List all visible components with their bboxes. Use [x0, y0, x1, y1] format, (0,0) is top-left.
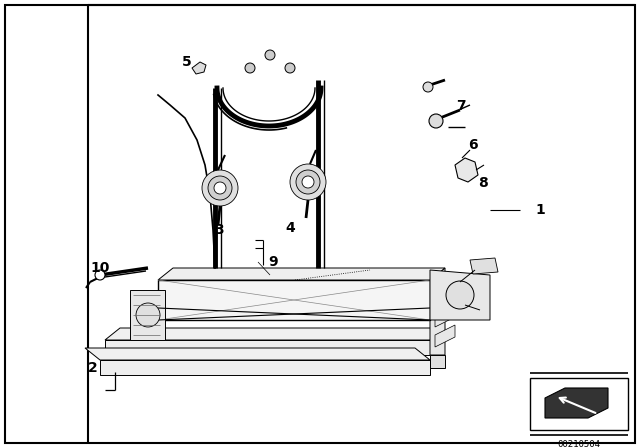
Text: 3: 3 — [214, 223, 223, 237]
Polygon shape — [192, 62, 206, 74]
Polygon shape — [158, 268, 445, 280]
Text: 4: 4 — [285, 221, 295, 235]
Circle shape — [245, 63, 255, 73]
Circle shape — [296, 170, 320, 194]
Polygon shape — [130, 290, 165, 340]
Circle shape — [423, 82, 433, 92]
Polygon shape — [435, 305, 455, 327]
Circle shape — [446, 281, 474, 309]
Polygon shape — [435, 285, 455, 307]
Polygon shape — [430, 355, 445, 368]
Polygon shape — [105, 328, 445, 340]
Text: 1: 1 — [535, 203, 545, 217]
Circle shape — [265, 50, 275, 60]
Polygon shape — [545, 388, 608, 418]
Polygon shape — [85, 348, 430, 360]
Circle shape — [136, 303, 160, 327]
Polygon shape — [470, 258, 498, 274]
Circle shape — [290, 164, 326, 200]
Text: 00210504: 00210504 — [557, 440, 600, 448]
Text: 2: 2 — [88, 361, 98, 375]
Polygon shape — [430, 268, 445, 355]
Polygon shape — [158, 280, 430, 320]
Circle shape — [202, 170, 238, 206]
Text: 9: 9 — [268, 255, 278, 269]
Polygon shape — [158, 308, 445, 320]
Circle shape — [302, 176, 314, 188]
Bar — [530, 378, 628, 430]
Text: 7: 7 — [456, 99, 466, 113]
Polygon shape — [105, 340, 430, 355]
Text: 10: 10 — [90, 261, 109, 275]
Circle shape — [214, 182, 226, 194]
Circle shape — [285, 63, 295, 73]
Polygon shape — [100, 360, 430, 375]
Polygon shape — [430, 270, 490, 320]
Circle shape — [208, 176, 232, 200]
Circle shape — [95, 270, 105, 280]
Polygon shape — [455, 158, 478, 182]
Text: 8: 8 — [478, 176, 488, 190]
Polygon shape — [435, 325, 455, 347]
Text: 5: 5 — [182, 55, 192, 69]
Circle shape — [429, 114, 443, 128]
Text: 6: 6 — [468, 138, 477, 152]
